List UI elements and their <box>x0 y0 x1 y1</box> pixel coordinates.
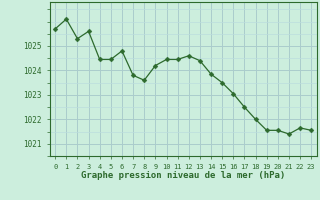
X-axis label: Graphe pression niveau de la mer (hPa): Graphe pression niveau de la mer (hPa) <box>81 171 285 180</box>
